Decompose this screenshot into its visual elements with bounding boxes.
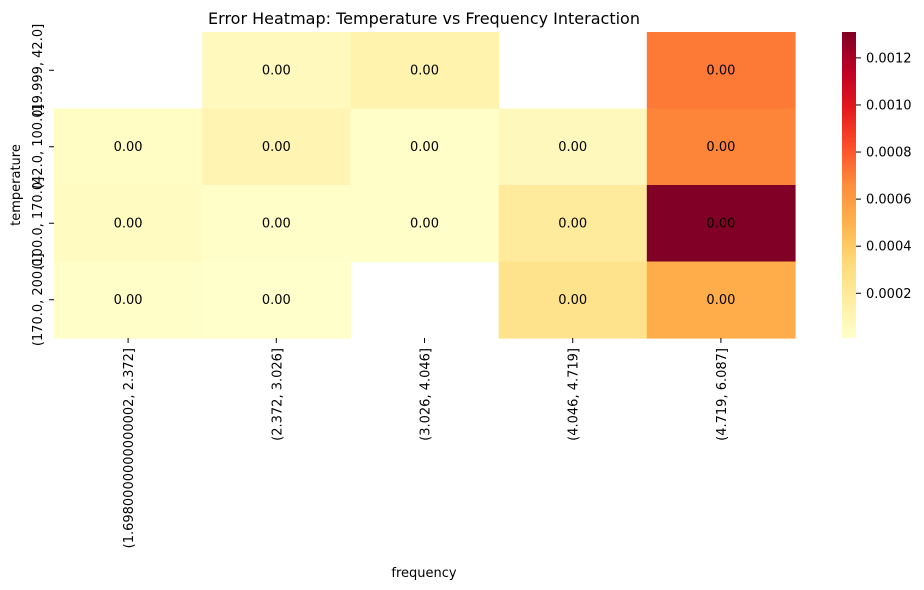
- heatmap-cell: [54, 185, 203, 263]
- colorbar-tick-label: 0.0010: [866, 98, 912, 113]
- heatmap-cell: [646, 185, 796, 263]
- heatmap-cell: [646, 261, 796, 339]
- cell-value-label: 0.00: [558, 293, 587, 308]
- chart-title: Error Heatmap: Temperature vs Frequency …: [208, 9, 640, 28]
- heatmap-cell: [646, 32, 796, 110]
- cell-value-label: 0.00: [410, 140, 439, 155]
- cell-value-label: 0.00: [410, 216, 439, 231]
- heatmap-cell: [350, 32, 500, 110]
- cell-value-label: 0.00: [114, 140, 143, 155]
- heatmap-cell: [202, 32, 351, 110]
- cell-value-label: 0.00: [262, 63, 291, 78]
- cell-value-label: 0.00: [706, 63, 735, 78]
- colorbar-tick-label: 0.0012: [866, 51, 912, 66]
- y-tick-label: (100.0, 170.0]: [31, 177, 46, 270]
- y-tick-label: (170.0, 200.0]: [31, 253, 46, 346]
- heatmap-cell: [498, 261, 648, 339]
- cell-value-label: 0.00: [706, 140, 735, 155]
- cell-value-label: 0.00: [558, 216, 587, 231]
- heatmap-cell-labels: 0.00 0.00 0.00 0.00 0.00 0.00 0.00 0.00 0.00 0.00…: [114, 63, 736, 308]
- x-tick-label: (4.046, 4.719]: [567, 348, 582, 441]
- colorbar-tick-label: 0.0004: [866, 240, 912, 255]
- heatmap-cell: [54, 108, 203, 186]
- x-tick-label: (1.6980000000000002, 2.372]: [122, 348, 137, 548]
- heatmap-cell: [498, 185, 648, 263]
- heatmap-cell: [54, 261, 203, 339]
- heatmap-cell: [350, 108, 500, 186]
- colorbar-ticks: 0.0002 0.0004 0.0006 0.0008 0.0010 0.0012: [856, 51, 912, 302]
- cell-value-label: 0.00: [706, 216, 735, 231]
- x-axis: (1.6980000000000002, 2.372] (2.372, 3.026…: [122, 338, 730, 548]
- cell-value-label: 0.00: [706, 293, 735, 308]
- heatmap-cell: [646, 108, 796, 186]
- y-tick-label: (42.0, 100.0]: [31, 104, 46, 189]
- colorbar-tick-label: 0.0002: [866, 287, 912, 302]
- x-tick-label: (3.026, 4.046]: [419, 348, 434, 441]
- cell-value-label: 0.00: [114, 293, 143, 308]
- heatmap-cell: [202, 261, 351, 339]
- colorbar-tick-label: 0.0006: [866, 193, 912, 208]
- heatmap-cells: [54, 32, 796, 339]
- cell-value-label: 0.00: [558, 140, 587, 155]
- y-tick-label: (19.999, 42.0]: [31, 24, 46, 117]
- cell-value-label: 0.00: [114, 216, 143, 231]
- colorbar: [842, 32, 856, 338]
- cell-value-label: 0.00: [410, 63, 439, 78]
- heatmap-cell: [202, 185, 351, 263]
- x-tick-label: (2.372, 3.026]: [270, 348, 285, 441]
- x-axis-label: frequency: [391, 566, 457, 581]
- heatmap-cell: [350, 185, 500, 263]
- y-axis-label: temperature: [9, 144, 24, 226]
- y-axis: (19.999, 42.0](42.0, 100.0](100.0, 170.0…: [31, 24, 54, 346]
- x-tick-label: (4.719, 6.087]: [715, 348, 730, 441]
- heatmap-cell: [202, 108, 351, 186]
- heatmap-cell: [498, 108, 648, 186]
- cell-value-label: 0.00: [262, 140, 291, 155]
- cell-value-label: 0.00: [262, 293, 291, 308]
- colorbar-tick-label: 0.0008: [866, 146, 912, 161]
- cell-value-label: 0.00: [262, 216, 291, 231]
